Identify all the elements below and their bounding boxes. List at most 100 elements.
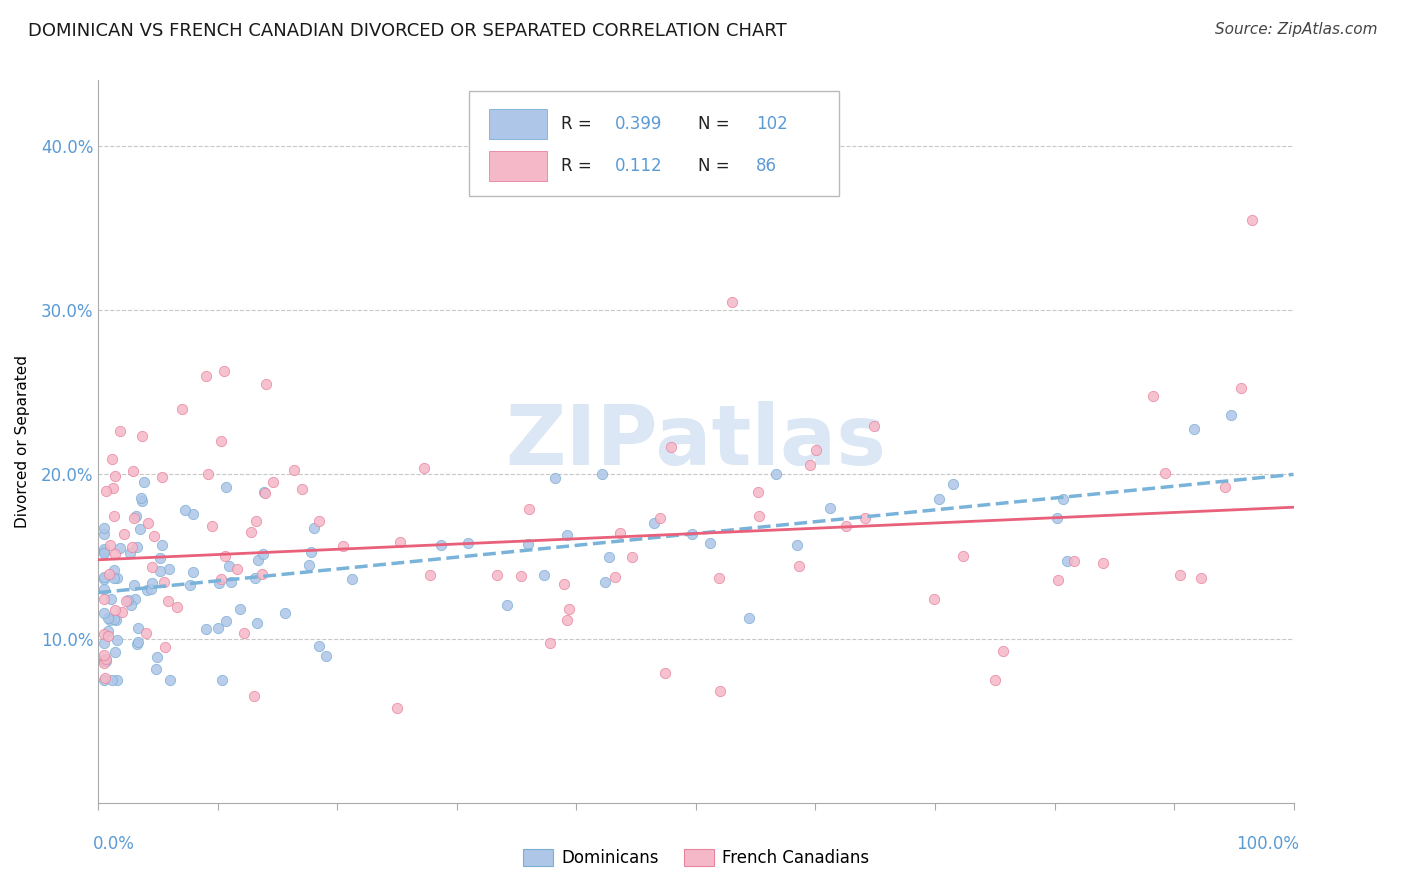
Point — [1142, 389, 1164, 403]
Point — [150, 537, 173, 551]
Point — [984, 673, 1007, 687]
Point — [181, 507, 204, 521]
Point — [150, 469, 173, 483]
Text: Source: ZipAtlas.com: Source: ZipAtlas.com — [1215, 22, 1378, 37]
Point — [94, 671, 117, 685]
FancyBboxPatch shape — [489, 110, 547, 138]
Point — [226, 562, 249, 576]
Point — [93, 546, 115, 560]
Point — [283, 462, 305, 476]
Point — [650, 511, 672, 525]
Point — [254, 377, 277, 392]
Point — [115, 594, 138, 608]
Point — [243, 571, 266, 585]
Point — [149, 564, 172, 578]
Point — [153, 640, 176, 654]
Point — [212, 364, 235, 378]
Point — [93, 607, 115, 621]
Point — [1189, 571, 1212, 585]
Point — [125, 508, 148, 523]
Point — [93, 572, 115, 586]
Point — [709, 684, 731, 698]
Point — [124, 578, 146, 592]
Point — [243, 689, 266, 703]
Point — [252, 547, 274, 561]
Point — [835, 519, 858, 533]
Point — [1154, 467, 1177, 481]
Point — [555, 528, 578, 542]
Point — [1046, 510, 1069, 524]
Point — [98, 566, 121, 581]
Point — [419, 568, 441, 582]
Point — [93, 527, 115, 541]
Point — [152, 575, 174, 590]
Point — [221, 575, 243, 590]
Point — [430, 538, 453, 552]
Point — [195, 368, 218, 383]
Point — [598, 549, 620, 564]
Point — [412, 461, 434, 475]
Point — [103, 481, 125, 495]
Point — [922, 592, 945, 607]
Point — [131, 429, 153, 443]
Point — [105, 632, 128, 647]
Point — [1182, 422, 1205, 436]
Point — [125, 540, 148, 554]
Point — [1229, 381, 1251, 395]
Point — [111, 606, 134, 620]
Point — [853, 511, 876, 525]
Point — [211, 673, 233, 687]
Point — [214, 549, 236, 563]
Point — [121, 540, 143, 554]
Point — [240, 524, 263, 539]
Point — [215, 614, 238, 628]
Point — [245, 514, 267, 528]
Point — [553, 576, 575, 591]
Point — [157, 594, 180, 608]
Text: N =: N = — [699, 115, 730, 133]
Point — [149, 551, 172, 566]
Point — [262, 475, 284, 489]
Point — [174, 502, 197, 516]
Point — [93, 648, 115, 662]
Point — [654, 666, 676, 681]
Point — [179, 578, 201, 592]
Point — [595, 575, 617, 590]
Point — [1240, 212, 1263, 227]
Point — [194, 623, 217, 637]
Point — [863, 418, 886, 433]
Point — [274, 606, 297, 620]
Point — [247, 552, 270, 566]
Point — [1052, 491, 1074, 506]
Point — [457, 536, 479, 550]
Point — [952, 549, 974, 563]
Legend: Dominicans, French Canadians: Dominicans, French Canadians — [523, 848, 869, 867]
Point — [207, 621, 229, 635]
Point — [232, 626, 254, 640]
Point — [120, 598, 142, 612]
Text: 86: 86 — [756, 157, 776, 175]
Point — [707, 571, 730, 585]
Point — [104, 603, 127, 617]
Point — [103, 509, 125, 524]
Point — [94, 483, 117, 498]
Point — [385, 700, 409, 714]
Point — [308, 514, 330, 528]
Point — [132, 475, 155, 489]
Point — [145, 649, 167, 664]
Point — [94, 652, 117, 666]
Point — [209, 572, 232, 586]
Point — [93, 543, 115, 558]
Point — [93, 657, 115, 671]
Point — [128, 522, 150, 536]
Point — [388, 534, 411, 549]
Point — [98, 613, 121, 627]
Point — [125, 637, 148, 651]
Point — [181, 565, 204, 579]
Point — [93, 653, 115, 667]
Point — [681, 527, 703, 541]
Point — [332, 539, 354, 553]
Point — [496, 599, 519, 613]
Text: N =: N = — [699, 157, 730, 175]
Point — [806, 442, 828, 457]
